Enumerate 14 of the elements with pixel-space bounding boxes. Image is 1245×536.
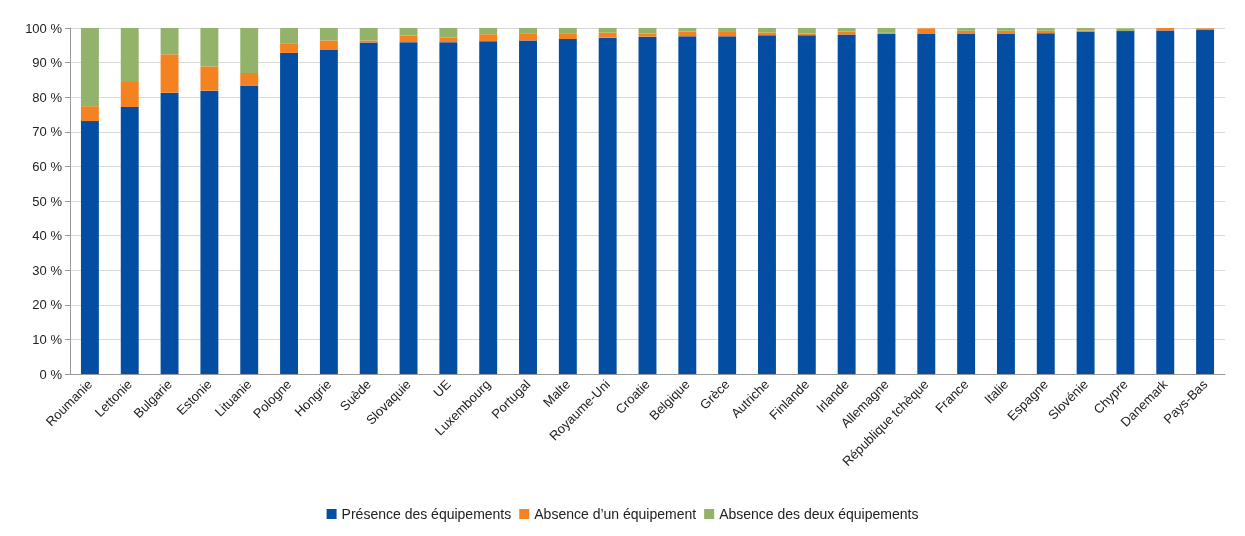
legend-label: Absence d’un équipement: [534, 506, 697, 522]
y-tick-label: 50 %: [32, 193, 63, 209]
legend-label: Absence des deux équipements: [719, 506, 919, 522]
y-tick-label: 80 %: [32, 89, 63, 105]
y-tick-label: 60 %: [32, 158, 63, 174]
y-tick-label: 100 %: [25, 20, 63, 36]
y-tick-label: 30 %: [32, 262, 63, 278]
y-tick-label: 90 %: [32, 55, 63, 71]
y-tick-label: 0 %: [39, 366, 63, 382]
y-tick-label: 20 %: [32, 297, 63, 313]
y-tick-label: 70 %: [32, 124, 63, 140]
y-tick-label: 40 %: [32, 228, 63, 244]
y-tick-label: 10 %: [32, 331, 63, 347]
legend-label: Présence des équipements: [341, 506, 512, 522]
